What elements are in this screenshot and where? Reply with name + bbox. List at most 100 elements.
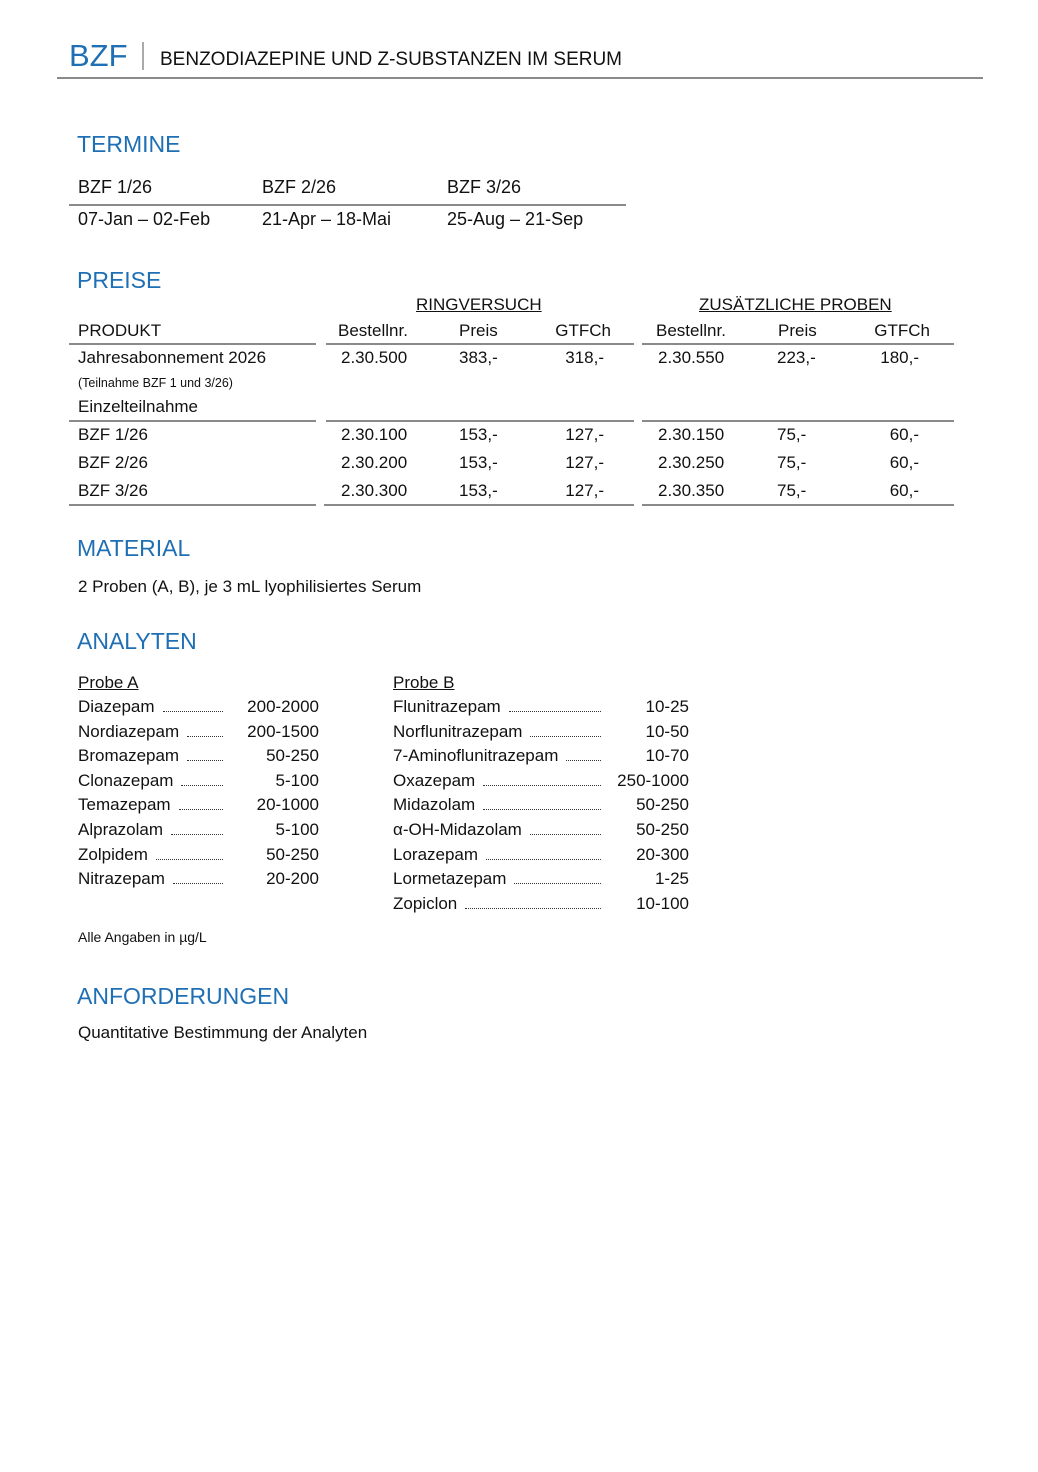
analyten-heading: ANALYTEN bbox=[77, 628, 197, 654]
price-cell: 75,- bbox=[777, 453, 807, 472]
dot-leader bbox=[172, 883, 223, 885]
analyte-name: Midazolam bbox=[393, 795, 476, 815]
price-cell: 2.30.200 bbox=[341, 453, 408, 472]
analyte-range: 50-250 bbox=[266, 844, 319, 864]
header-code: BZF bbox=[69, 38, 128, 73]
analyte-name: Clonazepam bbox=[78, 770, 174, 790]
analyte-range: 20-1000 bbox=[256, 795, 319, 815]
table-rule bbox=[324, 504, 634, 506]
analyte-row: Diazepam 200-2000 bbox=[78, 696, 319, 718]
dot-leader bbox=[181, 784, 223, 786]
price-cell: 127,- bbox=[565, 481, 604, 500]
analyte-name: α-OH-Midazolam bbox=[393, 820, 522, 839]
table-rule bbox=[642, 343, 954, 345]
column-header: GTFCh bbox=[555, 321, 611, 340]
price-cell: 127,- bbox=[565, 453, 604, 472]
analyte-row: Temazepam 20-1000 bbox=[78, 794, 319, 816]
price-cell: 127,- bbox=[565, 425, 604, 444]
table-rule bbox=[642, 420, 954, 422]
table-rule bbox=[69, 420, 316, 422]
table-rule bbox=[326, 343, 634, 345]
analyte-range: 200-2000 bbox=[247, 697, 319, 716]
analyte-row: Bromazepam 50-250 bbox=[78, 745, 319, 767]
preise-heading: PREISE bbox=[77, 267, 162, 293]
dot-leader bbox=[162, 711, 223, 712]
price-cell: 153,- bbox=[459, 481, 498, 500]
analyte-range: 200-1500 bbox=[247, 721, 319, 741]
dot-leader bbox=[514, 883, 601, 885]
einzel-label: Einzelteilnahme bbox=[78, 397, 199, 416]
column-header: PRODUKT bbox=[78, 321, 162, 340]
column-header: Preis bbox=[778, 321, 817, 340]
table-rule bbox=[642, 504, 954, 506]
product-name: BZF 2/26 bbox=[78, 453, 148, 472]
header-separator bbox=[142, 42, 144, 70]
analyte-row: Zolpidem 50-250 bbox=[78, 844, 319, 866]
product-name: Jahresabonnement 2026 bbox=[78, 348, 267, 367]
analyte-range: 20-300 bbox=[636, 844, 689, 864]
analyte-name: Flunitrazepam bbox=[393, 697, 501, 716]
analyte-name: Zolpidem bbox=[78, 844, 148, 864]
analyte-name: Norflunitrazepam bbox=[393, 721, 523, 741]
analyte-range: 50-250 bbox=[636, 795, 689, 815]
anforderungen-text: Quantitative Bestimmung der Analyten bbox=[78, 1023, 368, 1042]
dot-leader bbox=[178, 809, 223, 811]
dot-leader bbox=[483, 809, 601, 811]
analyte-range: 50-250 bbox=[266, 746, 319, 766]
analyte-row: Lorazepam 20-300 bbox=[393, 844, 689, 866]
price-cell: 153,- bbox=[459, 453, 498, 472]
dot-leader bbox=[155, 858, 223, 860]
round-dates: 07-Jan – 02-Feb bbox=[78, 209, 211, 229]
anforderungen-heading: ANFORDERUNGEN bbox=[77, 983, 290, 1009]
dot-leader bbox=[529, 834, 601, 835]
table-rule bbox=[69, 504, 316, 506]
price-cell: 60,- bbox=[889, 481, 919, 500]
price-cell: 75,- bbox=[777, 425, 807, 444]
analyte-range: 50-250 bbox=[636, 820, 689, 839]
price-cell: 2.30.500 bbox=[341, 348, 408, 367]
round-name: BZF 3/26 bbox=[447, 177, 522, 197]
table-rule bbox=[326, 420, 634, 422]
analyte-range: 10-70 bbox=[645, 746, 689, 766]
column-header: Bestellnr. bbox=[656, 321, 726, 340]
dot-leader bbox=[171, 834, 223, 835]
analyte-name: Nordiazepam bbox=[78, 721, 180, 741]
analyte-name: Zopiclon bbox=[393, 893, 458, 913]
price-cell: 318,- bbox=[565, 348, 604, 367]
analyte-row: Oxazepam 250-1000 bbox=[393, 770, 689, 792]
analyte-name: Temazepam bbox=[78, 795, 171, 815]
dot-leader bbox=[187, 760, 223, 762]
probe-a-label: Probe A bbox=[78, 673, 139, 692]
analyte-range: 10-50 bbox=[645, 721, 689, 741]
price-cell: 2.30.150 bbox=[658, 425, 725, 444]
dot-leader bbox=[483, 784, 601, 786]
material-heading: MATERIAL bbox=[77, 535, 191, 561]
analyte-row: Norflunitrazepam 10-50 bbox=[393, 721, 689, 743]
dot-leader bbox=[530, 735, 601, 737]
analyte-row: Alprazolam 5-100 bbox=[78, 819, 319, 841]
price-cell: 2.30.300 bbox=[341, 481, 408, 500]
analyte-range: 10-100 bbox=[636, 893, 689, 913]
analyte-row: Clonazepam 5-100 bbox=[78, 770, 319, 792]
analyte-name: Diazepam bbox=[78, 697, 155, 716]
price-cell: 2.30.550 bbox=[658, 348, 725, 367]
analyte-range: 250-1000 bbox=[617, 770, 689, 790]
analyte-name: Lormetazepam bbox=[393, 869, 507, 889]
analyte-row: Lormetazepam 1-25 bbox=[393, 868, 689, 890]
column-header: GTFCh bbox=[874, 321, 930, 340]
round-name: BZF 2/26 bbox=[262, 177, 337, 197]
material-text: 2 Proben (A, B), je 3 mL lyophilisiertes… bbox=[78, 577, 422, 596]
column-header: Bestellnr. bbox=[338, 321, 408, 340]
dot-leader bbox=[465, 907, 601, 909]
price-cell: 60,- bbox=[889, 425, 919, 444]
product-note: (Teilnahme BZF 1 und 3/26) bbox=[78, 376, 233, 390]
analyte-range: 5-100 bbox=[275, 820, 319, 839]
price-cell: 60,- bbox=[889, 453, 919, 472]
page-title: BENZODIAZEPINE UND Z-SUBSTANZEN IM SERUM bbox=[160, 49, 623, 70]
analyte-name: Lorazepam bbox=[393, 844, 479, 864]
dot-leader bbox=[486, 858, 601, 860]
dot-leader bbox=[566, 760, 601, 762]
analyte-row: α-OH-Midazolam 50-250 bbox=[393, 819, 689, 841]
product-name: BZF 3/26 bbox=[78, 481, 148, 500]
price-cell: 383,- bbox=[459, 348, 498, 367]
